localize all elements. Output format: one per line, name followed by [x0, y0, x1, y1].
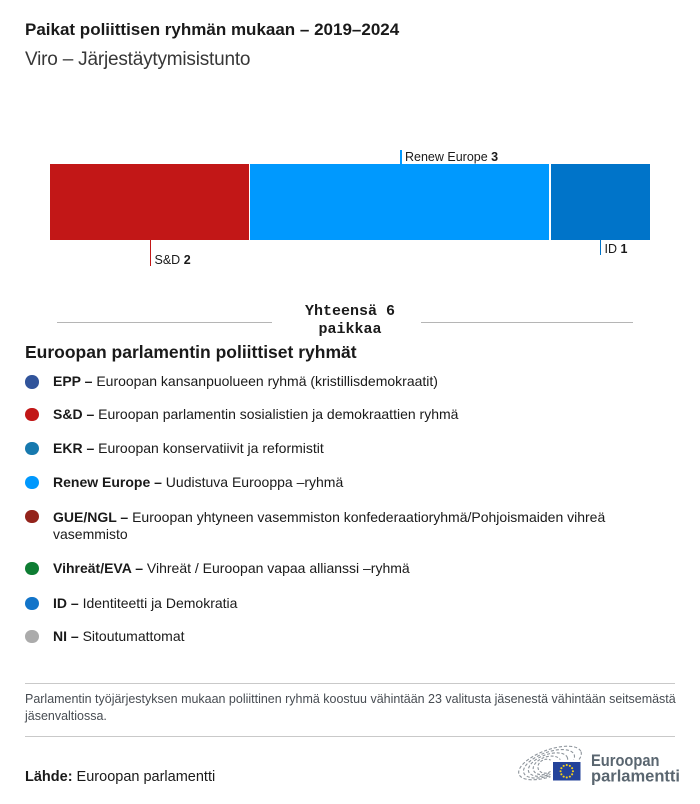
svg-text:Euroopan: Euroopan: [591, 751, 660, 770]
svg-text:parlamentti: parlamentti: [591, 766, 680, 785]
